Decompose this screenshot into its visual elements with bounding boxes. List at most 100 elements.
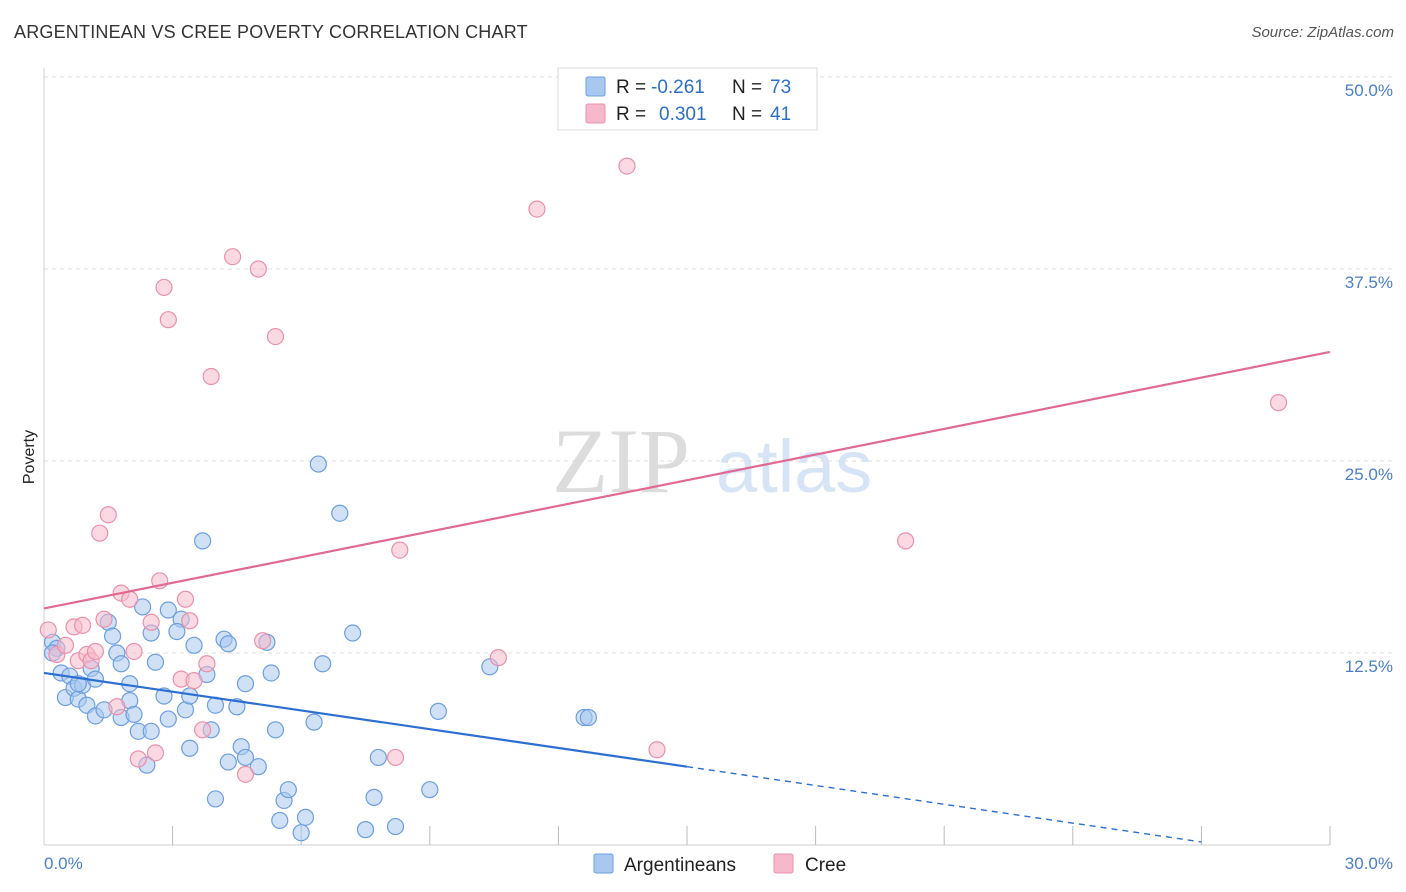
point-argentineans-27	[142, 722, 160, 740]
point-argentineans-68	[421, 781, 439, 799]
point-cree-0	[39, 621, 57, 639]
point-cree-11	[99, 506, 117, 524]
point-argentineans-24	[133, 598, 152, 616]
point-cree-41	[1269, 394, 1288, 412]
point-cree-31	[249, 260, 267, 278]
point-argentineans-38	[194, 532, 212, 550]
point-cree-2	[56, 636, 75, 654]
trend-lines	[43, 350, 1331, 843]
point-argentineans-28	[146, 653, 165, 671]
point-cree-33	[266, 327, 285, 346]
bottom-legend-swatch-cree	[773, 853, 794, 874]
point-argentineans-42	[206, 790, 225, 808]
point-argentineans-61	[314, 655, 332, 673]
bottom-legend-label-argentineans: Argentineans	[624, 855, 736, 876]
watermark-atlas: atlas	[716, 425, 872, 508]
point-argentineans-65	[365, 788, 383, 806]
point-argentineans-53	[266, 721, 285, 739]
trend-line-argentineans-extension	[686, 765, 1202, 843]
point-cree-24	[181, 612, 199, 630]
point-cree-30	[236, 765, 255, 783]
point-cree-38	[618, 157, 636, 175]
y-axis-label: Poverty	[21, 430, 38, 484]
point-argentineans-62	[331, 504, 349, 522]
bottom-legend-label-cree: Cree	[805, 855, 846, 876]
series-cree	[39, 157, 1288, 783]
point-argentineans-57	[292, 824, 310, 842]
y-tick-labels: 12.5% 25.0% 37.5% 50.0%	[1345, 81, 1393, 676]
point-argentineans-59	[305, 713, 323, 731]
point-cree-25	[185, 672, 203, 690]
point-cree-12	[108, 698, 126, 716]
trend-line-cree	[43, 350, 1331, 610]
point-argentineans-48	[236, 748, 255, 767]
point-argentineans-58	[296, 808, 315, 826]
point-argentineans-49	[236, 675, 255, 693]
point-argentineans-37	[185, 636, 203, 654]
legend-swatch-cree	[585, 103, 606, 124]
data-points	[39, 157, 1288, 842]
point-argentineans-60	[309, 455, 327, 473]
point-argentineans-64	[356, 821, 375, 839]
legend-r-value-2: 0.301	[659, 104, 707, 125]
point-argentineans-31	[159, 710, 177, 728]
legend-n-value-1: 73	[770, 77, 791, 98]
point-cree-21	[159, 311, 177, 329]
source-label: Source: ZipAtlas.com	[1251, 24, 1394, 41]
y-tick-label-1: 25.0%	[1345, 465, 1393, 484]
trend-line-argentineans	[43, 671, 688, 768]
bottom-legend-swatch-argentineans	[593, 853, 614, 874]
point-cree-8	[86, 642, 105, 661]
bottom-legend: Argentineans Cree	[593, 853, 846, 876]
legend-swatch-argentineans	[585, 76, 606, 97]
point-cree-27	[198, 655, 216, 673]
point-argentineans-52	[262, 664, 280, 682]
point-cree-15	[125, 642, 143, 661]
y-tick-label-2: 37.5%	[1345, 273, 1393, 292]
point-cree-26	[194, 721, 212, 739]
point-argentineans-36	[181, 739, 199, 757]
point-cree-28	[202, 367, 220, 386]
series-argentineans	[43, 455, 598, 842]
legend-n-label-1: N =	[732, 77, 762, 98]
point-cree-20	[155, 278, 173, 297]
y-tick-label-0: 12.5%	[1345, 657, 1393, 676]
point-cree-17	[142, 613, 160, 631]
chart-title: ARGENTINEAN VS CREE POVERTY CORRELATION …	[14, 22, 528, 42]
y-tick-label-3: 50.0%	[1345, 81, 1393, 100]
point-argentineans-44	[219, 635, 237, 653]
point-argentineans-69	[429, 702, 447, 720]
legend: R = -0.261 N = 73 R = 0.301 N = 41	[557, 67, 818, 131]
point-cree-34	[386, 748, 405, 767]
point-argentineans-67	[386, 817, 405, 836]
point-argentineans-18	[112, 655, 130, 673]
x-tick-label-max: 30.0%	[1345, 854, 1393, 873]
legend-n-value-2: 41	[770, 104, 791, 125]
point-cree-37	[528, 200, 546, 218]
legend-r-label-2: R =	[616, 104, 646, 125]
point-argentineans-56	[279, 781, 297, 799]
point-cree-36	[489, 649, 507, 667]
point-cree-32	[254, 632, 272, 650]
legend-r-value-1: -0.261	[651, 77, 705, 98]
point-cree-5	[73, 616, 92, 634]
point-cree-16	[129, 750, 147, 768]
point-cree-39	[648, 741, 666, 759]
point-argentineans-66	[369, 748, 387, 767]
point-cree-14	[121, 590, 139, 608]
point-argentineans-54	[271, 811, 289, 830]
point-cree-23	[176, 590, 195, 608]
point-argentineans-16	[103, 627, 122, 645]
point-argentineans-22	[125, 705, 143, 724]
point-cree-40	[897, 532, 915, 550]
point-cree-35	[391, 541, 409, 559]
point-argentineans-50	[249, 758, 267, 776]
gridlines	[44, 76, 1393, 654]
point-argentineans-72	[579, 708, 598, 727]
point-cree-29	[224, 248, 242, 266]
legend-r-label-1: R =	[616, 77, 646, 98]
point-cree-18	[146, 744, 165, 762]
point-argentineans-63	[344, 624, 362, 642]
x-tick-label-min: 0.0%	[44, 854, 83, 873]
